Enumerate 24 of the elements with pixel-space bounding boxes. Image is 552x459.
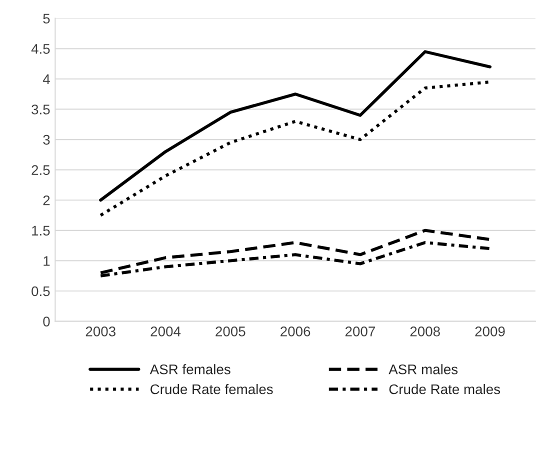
x-tick-label: 2007 (345, 326, 375, 336)
x-tick-label: 2004 (150, 326, 181, 336)
legend-label: Crude Rate males (389, 384, 500, 394)
y-tick-label: 5 (43, 14, 50, 24)
y-tick-label: 2.5 (32, 165, 50, 175)
y-tick-label: 3 (43, 134, 50, 145)
y-tick-label: 1.5 (32, 226, 50, 236)
x-tick-label: 2005 (216, 326, 246, 336)
y-tick-label: 1 (44, 256, 50, 266)
y-tick-label: 4.5 (31, 44, 50, 54)
y-tick-label: 2 (43, 195, 50, 206)
y-tick-label: 4 (42, 74, 50, 84)
line-series (99, 228, 492, 274)
legend-label: Crude Rate females (150, 384, 273, 394)
x-tick-label: 2008 (410, 326, 440, 336)
y-tick-label: 0.5 (32, 286, 50, 296)
y-tick-label: 0 (43, 316, 50, 326)
legend-label: ASR males (388, 364, 458, 374)
x-tick-label: 2003 (86, 326, 116, 336)
x-tick-label: 2009 (475, 326, 505, 336)
line-series (99, 50, 492, 202)
x-tick-label: 2006 (280, 326, 310, 336)
y-tick-label: 3.5 (32, 104, 50, 114)
legend-label: ASR females (150, 364, 230, 374)
